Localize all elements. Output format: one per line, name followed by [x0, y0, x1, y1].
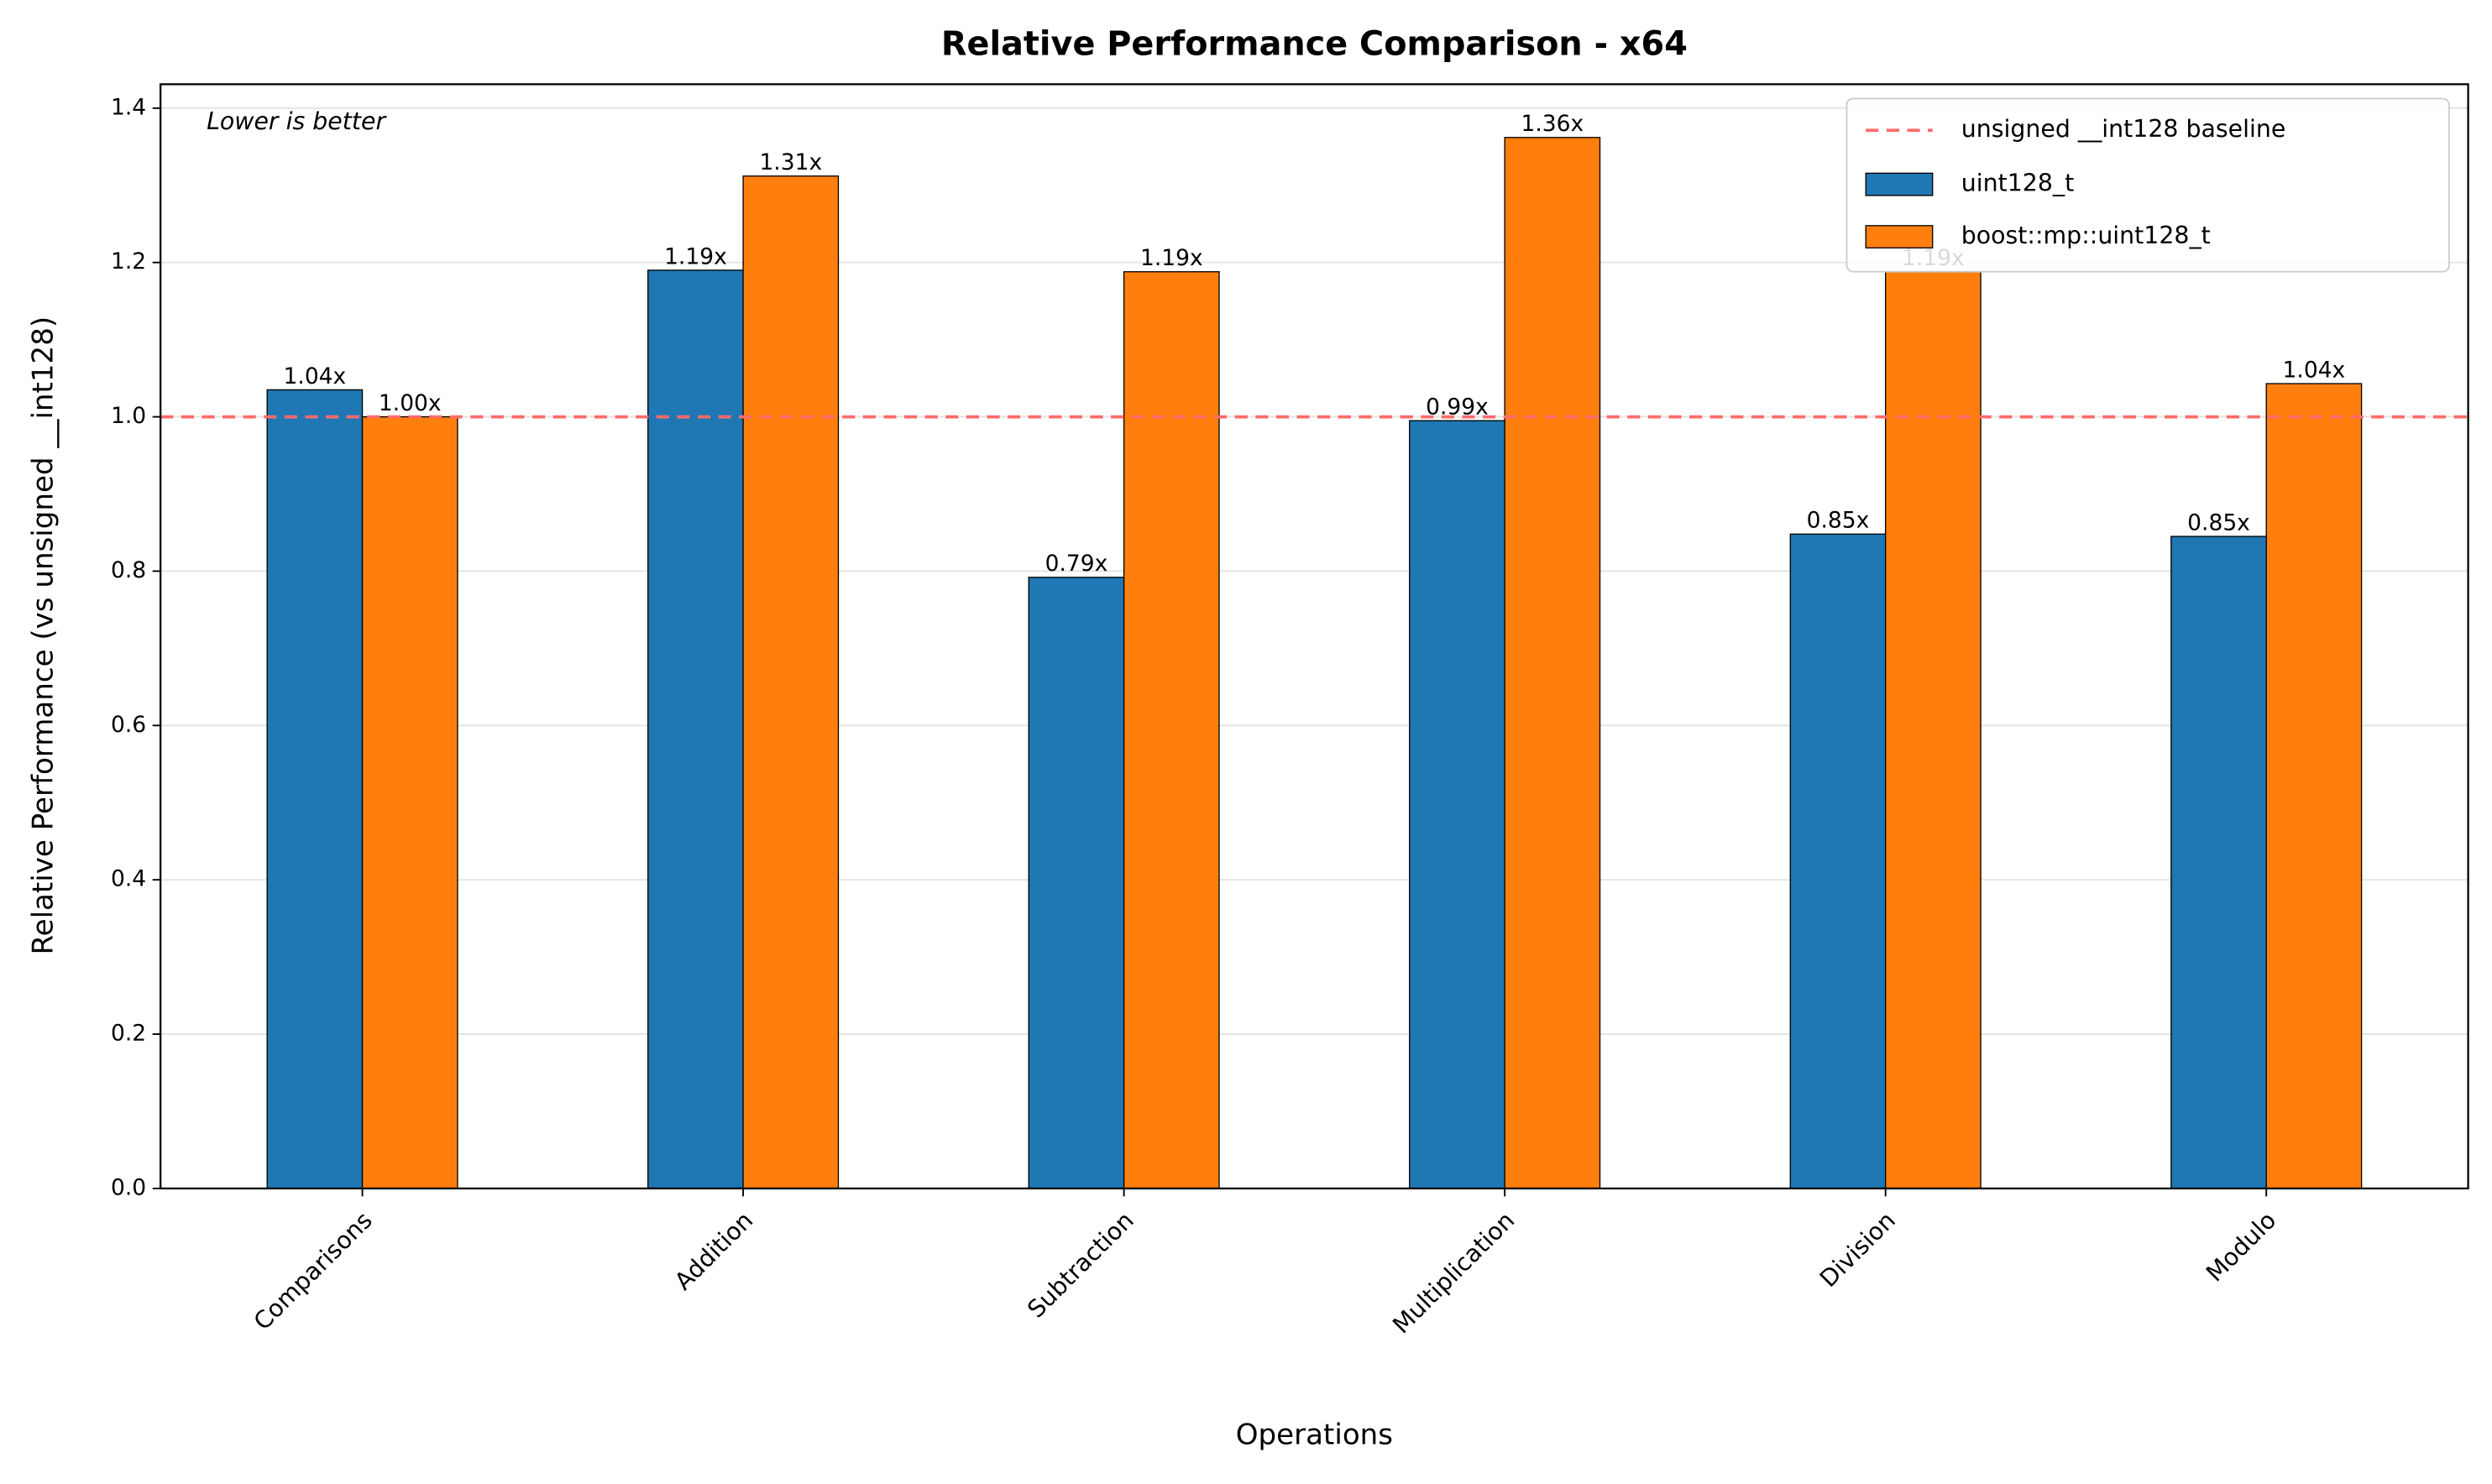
value-label: 1.04x — [2283, 357, 2346, 383]
bar — [1789, 533, 1887, 1189]
x-tick-label: Multiplication — [1387, 1206, 1520, 1339]
bar — [266, 389, 364, 1189]
y-tick-label: 0.8 — [111, 557, 146, 583]
y-axis-label: Relative Performance (vs unsigned __int1… — [27, 316, 60, 955]
x-tick-label: Modulo — [2201, 1206, 2281, 1287]
y-tick-label: 0.2 — [111, 1021, 146, 1047]
bar — [1409, 420, 1505, 1189]
x-tick-label: Comparisons — [249, 1206, 378, 1335]
legend-label: boost::mp::uint128_t — [1961, 222, 2211, 249]
bar — [1885, 271, 1982, 1189]
value-label: 0.85x — [1807, 508, 1870, 534]
value-label: 0.79x — [1045, 551, 1108, 577]
chart-title: Relative Performance Comparison - x64 — [941, 24, 1688, 63]
value-label: 0.85x — [2187, 509, 2250, 536]
y-tick-label: 1.2 — [111, 248, 146, 274]
x-tick-label: Subtraction — [1022, 1206, 1139, 1323]
bar — [742, 175, 840, 1189]
legend-box — [1845, 97, 2450, 273]
bar — [2170, 536, 2267, 1189]
x-axis-label: Operations — [1236, 1419, 1393, 1452]
legend-label: uint128_t — [1961, 170, 2074, 197]
x-tick-label: Division — [1814, 1206, 1901, 1293]
bar — [1504, 137, 1601, 1189]
value-label: 1.19x — [664, 243, 727, 269]
value-label: 0.99x — [1426, 395, 1489, 421]
bar — [647, 269, 744, 1189]
y-tick-label: 1.4 — [111, 94, 146, 120]
x-tick-label: Addition — [669, 1206, 758, 1295]
value-label: 1.36x — [1521, 111, 1584, 137]
bar — [1028, 577, 1125, 1189]
bar — [361, 415, 458, 1189]
y-tick-label: 0.0 — [111, 1174, 146, 1200]
legend-marker — [1865, 225, 1934, 248]
value-label: 1.00x — [379, 390, 442, 416]
value-label: 1.04x — [284, 363, 347, 389]
plot-frame — [160, 83, 2469, 1190]
legend-label: unsigned __int128 baseline — [1961, 115, 2286, 143]
bar — [1123, 271, 1220, 1189]
value-label: 1.31x — [759, 149, 822, 175]
legend-marker — [1865, 172, 1934, 196]
y-tick-label: 0.6 — [111, 712, 146, 738]
bar — [2265, 383, 2363, 1189]
annotation: Lower is better — [207, 107, 387, 135]
y-tick-label: 1.0 — [111, 403, 146, 429]
y-tick-label: 0.4 — [111, 866, 146, 892]
value-label: 1.19x — [1140, 245, 1203, 271]
